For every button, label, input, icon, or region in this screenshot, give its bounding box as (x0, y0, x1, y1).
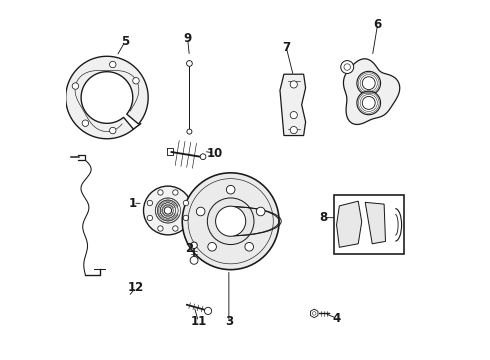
Text: 11: 11 (190, 315, 206, 328)
Text: 10: 10 (206, 147, 222, 159)
Polygon shape (66, 56, 148, 139)
Circle shape (362, 77, 375, 90)
Circle shape (341, 60, 354, 73)
Text: 1: 1 (129, 197, 137, 210)
Circle shape (207, 198, 254, 244)
Circle shape (147, 200, 152, 206)
Circle shape (82, 120, 89, 126)
Circle shape (191, 242, 197, 248)
Circle shape (187, 60, 192, 66)
Circle shape (187, 129, 192, 134)
Circle shape (290, 112, 297, 119)
Circle shape (72, 83, 79, 89)
Text: 6: 6 (373, 18, 382, 31)
Circle shape (158, 190, 163, 195)
Polygon shape (365, 202, 386, 244)
Circle shape (110, 61, 116, 68)
Circle shape (147, 215, 152, 221)
Polygon shape (343, 59, 400, 125)
Circle shape (183, 215, 189, 221)
Circle shape (357, 71, 381, 95)
Circle shape (183, 200, 189, 206)
Bar (334, 195, 404, 255)
Text: 7: 7 (282, 41, 290, 54)
Circle shape (182, 173, 279, 270)
Circle shape (290, 81, 297, 88)
Text: 9: 9 (183, 32, 192, 45)
Circle shape (245, 243, 253, 251)
Circle shape (110, 127, 116, 134)
Circle shape (290, 126, 297, 134)
Text: 2: 2 (185, 242, 194, 255)
Polygon shape (280, 74, 306, 135)
Circle shape (164, 207, 171, 214)
Circle shape (172, 190, 178, 195)
Circle shape (200, 154, 206, 159)
Circle shape (190, 256, 198, 264)
Circle shape (357, 91, 381, 115)
Circle shape (172, 226, 178, 231)
Circle shape (196, 207, 205, 216)
Circle shape (256, 207, 265, 216)
Text: 12: 12 (127, 281, 144, 294)
Text: 8: 8 (319, 211, 327, 224)
Polygon shape (311, 309, 318, 318)
Circle shape (362, 96, 375, 109)
Circle shape (158, 226, 163, 231)
Circle shape (226, 185, 235, 194)
Text: 5: 5 (121, 35, 129, 49)
Text: 3: 3 (225, 315, 233, 328)
Text: 4: 4 (332, 311, 341, 325)
Circle shape (208, 243, 217, 251)
Circle shape (204, 307, 212, 315)
Circle shape (133, 77, 139, 84)
Circle shape (216, 206, 245, 236)
Polygon shape (337, 201, 362, 247)
Circle shape (144, 186, 192, 235)
